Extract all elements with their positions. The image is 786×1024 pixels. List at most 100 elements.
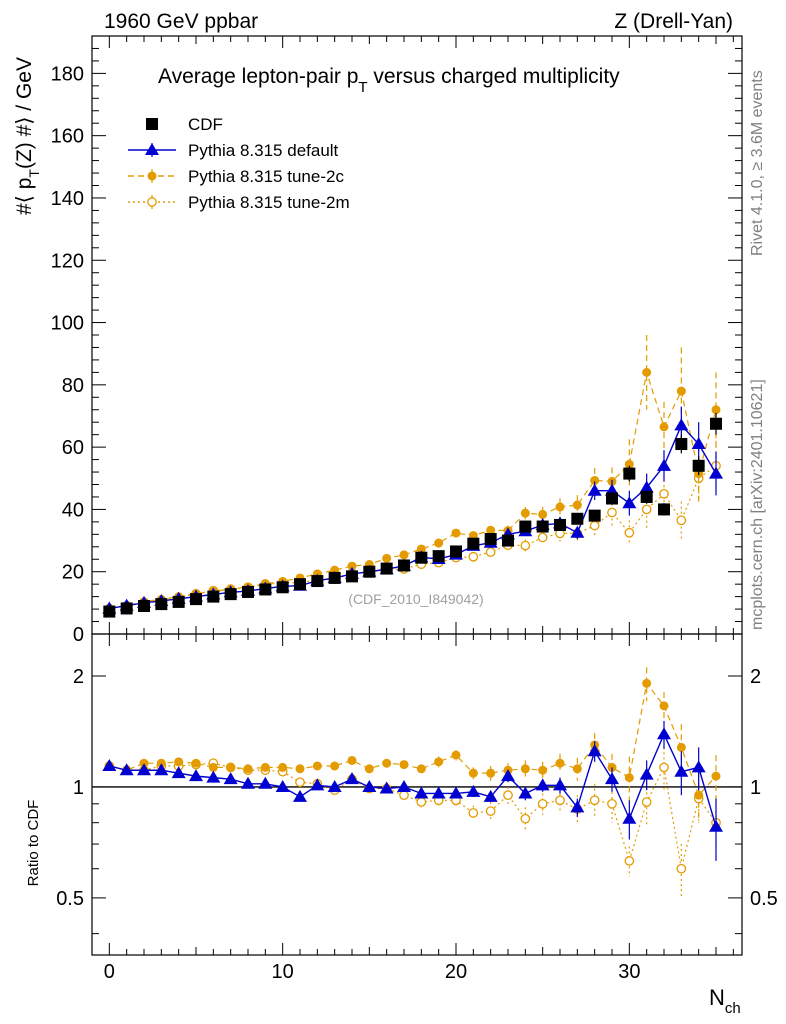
y-tick-label: 40 <box>62 499 84 521</box>
data-point <box>555 502 565 512</box>
ratio-point <box>674 764 689 777</box>
ratio-point <box>226 762 236 772</box>
ratio-point <box>711 771 721 781</box>
data-point <box>451 528 461 538</box>
data-point <box>486 525 496 535</box>
data-point <box>639 480 654 493</box>
ratio-point <box>676 863 687 874</box>
legend-label: Pythia 8.315 default <box>188 141 339 160</box>
ratio-point <box>466 784 481 797</box>
ratio-point <box>503 790 513 801</box>
ratio-point <box>518 786 533 799</box>
ratio-point <box>258 776 273 789</box>
data-point <box>380 562 393 575</box>
legend-marker <box>147 171 157 181</box>
ratio-y-tick-label: 2 <box>73 666 84 688</box>
x-axis-label: Nch <box>709 985 741 1017</box>
data-point <box>588 509 601 522</box>
y-tick-label: 20 <box>62 562 84 584</box>
data-point <box>692 459 705 472</box>
ratio-point <box>520 764 530 774</box>
mcplots-label: mcplots.cern.ch [arXiv:2401.10621] <box>749 379 766 630</box>
data-point <box>674 418 689 431</box>
data-point <box>676 386 686 396</box>
data-point <box>658 503 670 516</box>
header-process: Z (Drell-Yan) <box>614 10 733 33</box>
data-point <box>416 544 426 554</box>
ratio-point <box>327 779 342 792</box>
ratio-point <box>174 757 184 767</box>
ratio-point <box>624 773 634 783</box>
data-point <box>536 520 549 533</box>
ratio-point <box>659 701 669 711</box>
ratio-point <box>468 808 479 818</box>
y-tick-label: 120 <box>51 250 84 272</box>
ratio-point <box>119 763 134 776</box>
data-point <box>502 534 514 547</box>
ratio-point <box>189 769 203 782</box>
ratio-point <box>553 778 567 791</box>
ratio-point <box>659 762 669 773</box>
ratio-point <box>278 762 288 772</box>
data-point <box>467 537 480 550</box>
ratio-point <box>486 768 496 778</box>
ratio-point <box>399 790 409 801</box>
data-point <box>570 525 585 538</box>
plot-title: Average lepton-pair pT versus charged mu… <box>158 65 620 96</box>
ratio-point <box>555 795 565 806</box>
header-energy: 1960 GeV ppbar <box>104 10 258 33</box>
y-tick-label: 180 <box>51 63 84 85</box>
ratio-point <box>431 786 446 799</box>
ratio-y-tick-label-right: 2 <box>750 666 761 688</box>
ratio-point <box>293 789 307 802</box>
ratio-point <box>520 813 531 824</box>
panel-frame <box>91 633 743 956</box>
ratio-point <box>295 777 305 788</box>
ratio-point <box>156 758 166 768</box>
data-point <box>640 490 653 503</box>
ratio-point <box>310 778 325 791</box>
data-point <box>624 459 634 469</box>
ratio-point <box>206 770 221 783</box>
series-cdf <box>103 412 722 618</box>
y-tick-label: 100 <box>51 313 84 335</box>
ratio-point <box>330 761 340 771</box>
x-tick-label: 20 <box>445 961 467 983</box>
ratio-point <box>399 760 409 770</box>
ratio-point <box>347 755 357 765</box>
legend-marker <box>147 197 157 207</box>
data-point <box>468 551 479 562</box>
data-point <box>711 405 721 415</box>
data-point <box>624 527 635 538</box>
ratio-point <box>223 772 238 785</box>
data-point <box>641 504 652 515</box>
ratio-point <box>485 806 496 816</box>
ratio-point <box>589 795 600 806</box>
ratio-point <box>312 761 322 771</box>
data-point <box>642 367 652 377</box>
ratio-point <box>657 727 671 740</box>
data-point <box>590 475 600 485</box>
ratio-point <box>416 797 427 807</box>
data-point <box>346 570 358 583</box>
data-point <box>224 588 237 601</box>
ratio-point <box>434 757 444 767</box>
ratio-line <box>109 762 717 869</box>
data-point <box>398 559 410 572</box>
ratio-point <box>572 764 582 774</box>
x-tick-label: 0 <box>104 961 115 983</box>
data-point <box>607 507 617 518</box>
ratio-y-axis-label: Ratio to CDF <box>25 800 42 887</box>
data-point <box>691 437 706 450</box>
ratio-point <box>362 779 377 792</box>
x-tick-label: 30 <box>618 961 640 983</box>
ratio-point <box>295 764 305 774</box>
ratio-point <box>483 789 498 802</box>
data-point <box>294 578 306 591</box>
ratio-point <box>243 764 253 774</box>
ratio-y-tick-label-right: 0.5 <box>750 888 778 910</box>
ratio-point <box>694 790 704 800</box>
y-tick-label: 60 <box>62 437 84 459</box>
data-point <box>587 483 602 496</box>
ratio-point <box>414 786 429 799</box>
